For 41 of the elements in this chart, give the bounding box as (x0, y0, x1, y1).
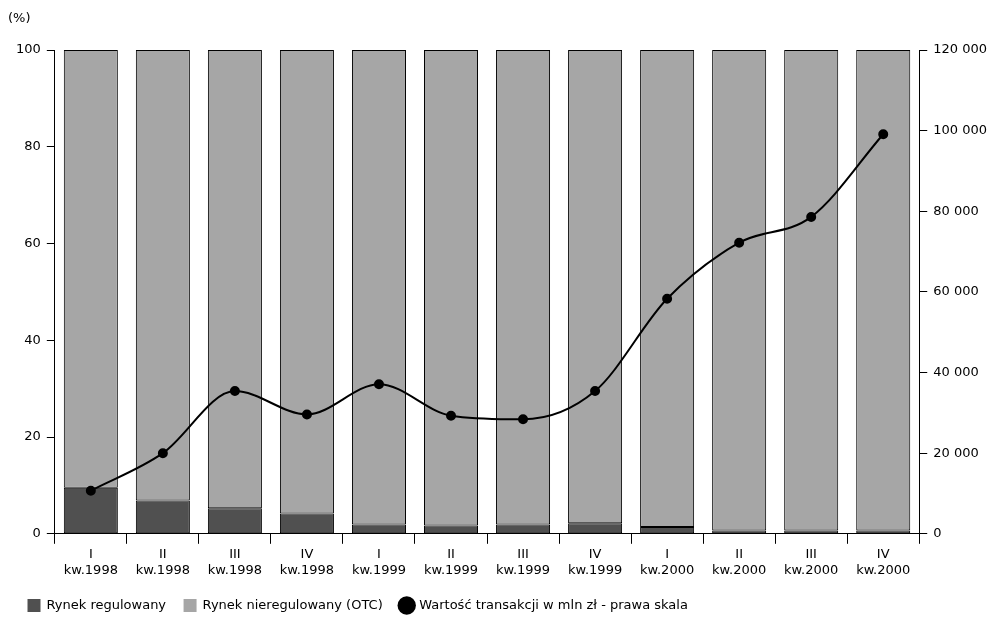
x-tick-label: IV kw.1999 (567, 545, 623, 577)
point (85, 485, 96, 496)
point (301, 409, 312, 420)
y-tick-label: 20 (24, 428, 41, 444)
legend-label: Rynek nieregulowany (OTC) (202, 596, 383, 612)
point (878, 129, 889, 140)
point (518, 414, 529, 425)
x-tick-label: II kw.1999 (423, 545, 479, 577)
x-tick-label: III kw.1999 (495, 545, 551, 577)
y-axis-title: (%) (8, 9, 31, 25)
y-tick-label: 100 (15, 41, 41, 57)
x-tick-label: III kw.2000 (784, 545, 839, 577)
legend-label: Rynek regulowany (46, 596, 167, 612)
x-tick-label: II kw.1998 (135, 545, 190, 577)
y2-tick-label: 120 000 (933, 41, 988, 57)
x-tick-label: IV kw.2000 (856, 545, 911, 577)
y2-tick-label: 80 000 (933, 202, 979, 218)
y2-tick-label: 20 000 (933, 444, 979, 460)
point (662, 293, 673, 304)
x-tick-label: I kw.1998 (63, 545, 118, 577)
y2-tick-label: 100 000 (933, 122, 988, 138)
point (229, 386, 240, 397)
point (446, 410, 457, 421)
x-tick-label: I kw.2000 (640, 545, 695, 577)
point (590, 386, 601, 397)
y-tick-label: 60 (24, 234, 41, 250)
y2-tick-label: 40 000 (933, 363, 979, 379)
x-tick-label: I kw.1999 (351, 545, 407, 577)
y-tick-label: 0 (32, 525, 41, 541)
point (806, 211, 817, 222)
y-tick-label: 40 (24, 331, 41, 347)
x-tick-label: IV kw.1998 (279, 545, 335, 577)
point (373, 379, 384, 390)
y-tick-label: 80 (24, 138, 41, 154)
x-tick-label: II kw.2000 (712, 545, 767, 577)
y2-tick-label: 0 (933, 525, 942, 541)
point (157, 448, 168, 459)
y2-tick-label: 60 000 (933, 283, 979, 299)
x-tick-label: III kw.1998 (207, 545, 262, 577)
point (734, 237, 745, 248)
legend-label: Wartość transakcji w mln zł - prawa skala (419, 596, 688, 612)
